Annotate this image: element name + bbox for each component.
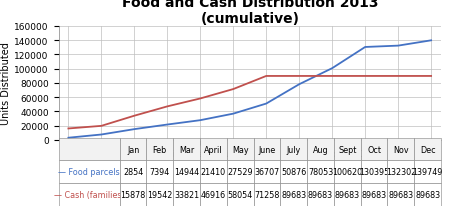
Title: Food and Cash Distribution 2013
(cumulative): Food and Cash Distribution 2013 (cumulat…	[122, 0, 378, 26]
Y-axis label: Units Distributed: Units Distributed	[1, 42, 12, 125]
